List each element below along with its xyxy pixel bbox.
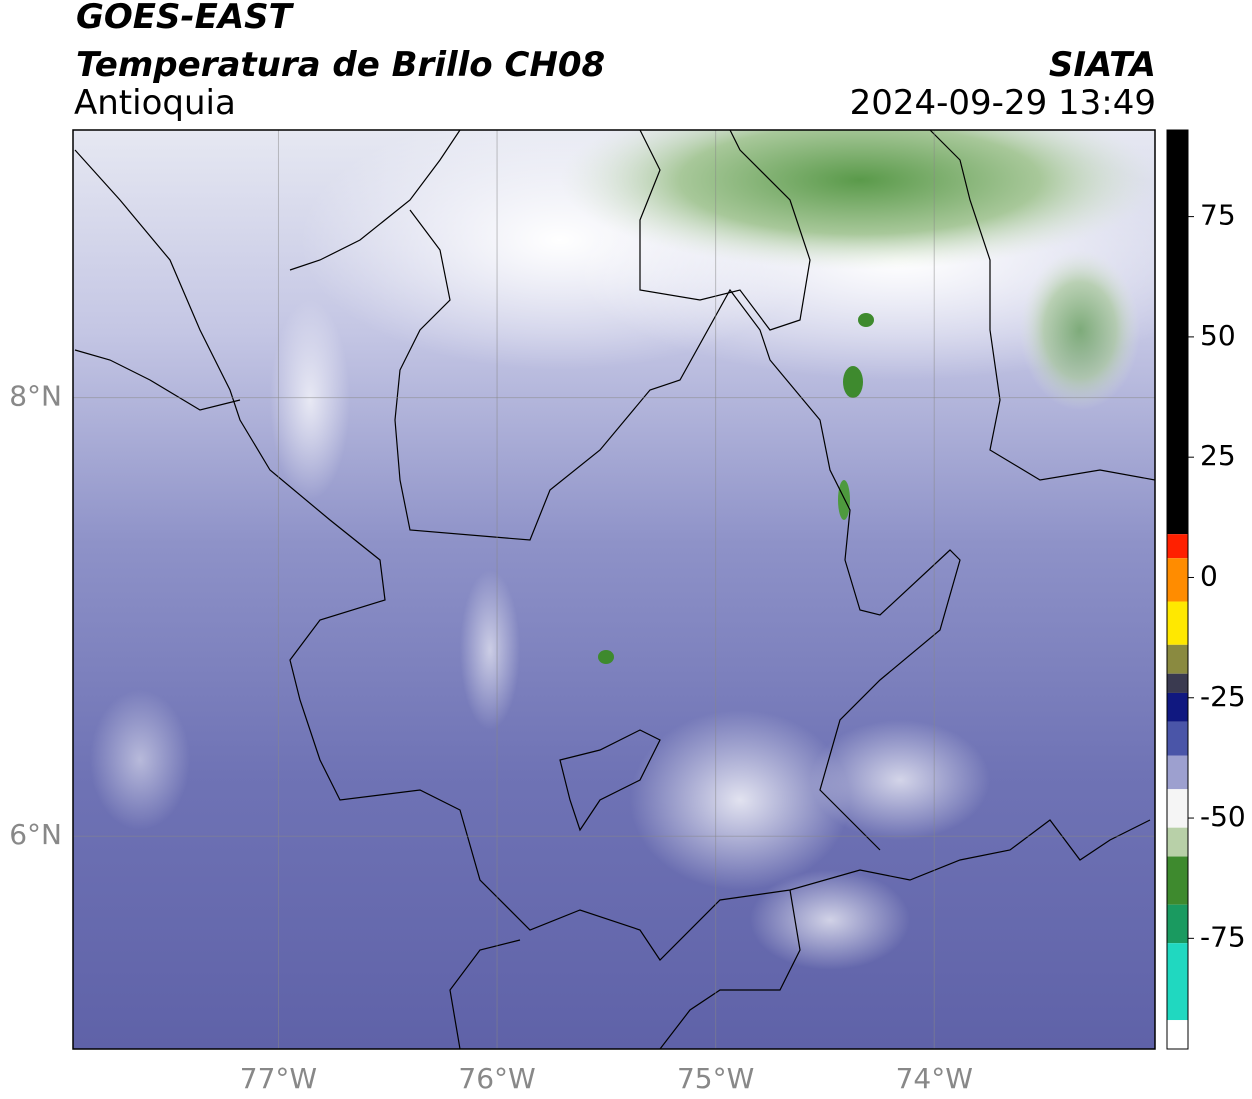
colorbar-tick-label: -75 [1200, 920, 1246, 953]
colorbar-band [1167, 904, 1188, 944]
y-tick-label: 8°N [9, 380, 62, 413]
imagery [73, 130, 1155, 1049]
x-tick-label: 74°W [896, 1062, 973, 1095]
x-tick-label: 77°W [240, 1062, 317, 1095]
colorbar-band [1167, 856, 1188, 905]
subtitle: Temperatura de Brillo CH08 [76, 45, 606, 85]
colorbar-tick-label: 25 [1200, 439, 1236, 472]
colorbar-frame [1166, 129, 1189, 1050]
title: GOES-EAST [76, 0, 292, 37]
colorbar-band [1167, 644, 1188, 674]
colorbar-tick-label: 50 [1200, 319, 1236, 352]
datetime: 2024-09-29 13:49 [849, 83, 1156, 123]
colorbar-band [1167, 558, 1188, 602]
x-tick-label: 76°W [458, 1062, 535, 1095]
colorbar-band [1167, 755, 1188, 790]
y-tick-label: 6°N [9, 818, 62, 851]
region: Antioquia [74, 83, 236, 123]
colorbar-band [1167, 673, 1188, 693]
map-frame [72, 129, 1156, 1050]
colorbar-band [1167, 827, 1188, 857]
colorbar-band [1167, 601, 1188, 645]
colorbar-tick-label: 75 [1200, 199, 1236, 232]
colorbar-band [1167, 943, 1188, 1021]
colorbar-tick-label: 0 [1200, 559, 1218, 592]
colorbar-tick-label: -50 [1200, 800, 1246, 833]
colorbar-band [1167, 692, 1188, 722]
source: SIATA [1048, 45, 1156, 85]
colorbar-tick-label: -25 [1200, 680, 1246, 713]
colorbar-band [1167, 1020, 1188, 1049]
colorbar-band [1167, 534, 1188, 559]
colorbar-band [1167, 789, 1188, 828]
x-tick-label: 75°W [677, 1062, 754, 1095]
colorbar-band [1167, 130, 1188, 535]
colorbar-band [1167, 721, 1188, 756]
